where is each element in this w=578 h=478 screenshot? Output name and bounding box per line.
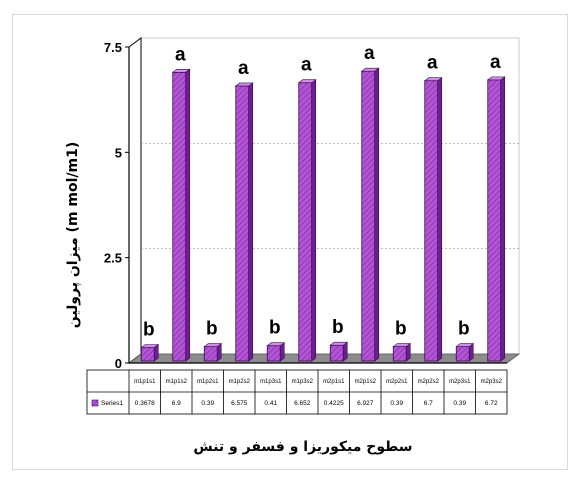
bar-top <box>297 79 317 84</box>
y-tick-label: 5 <box>115 145 122 160</box>
bar-side <box>248 82 254 362</box>
bar <box>203 342 223 362</box>
bar-top <box>360 67 380 72</box>
bars <box>140 67 506 362</box>
bar-front <box>203 346 218 362</box>
bar-side <box>500 76 506 362</box>
back-wall <box>140 37 520 355</box>
bar-top <box>392 343 412 347</box>
side-wall <box>128 37 142 364</box>
bar-front <box>266 345 281 362</box>
x-tick-label: m1p1s1 <box>134 379 156 385</box>
data-label: 6.72 <box>485 400 498 407</box>
bar-side <box>311 79 317 362</box>
y-axis-label: میزان پرولین (m mol/m1) <box>65 142 81 329</box>
bar <box>329 341 349 362</box>
data-label: 6.652 <box>294 400 311 407</box>
bar-top <box>140 344 160 348</box>
bar-front <box>392 346 407 362</box>
data-table: m1p1s1 m1p1s2 m1p2s1 m1p2s2 m1p3s1 m1p3s2 m2p1… <box>86 369 508 415</box>
significance-letter: b <box>458 319 470 340</box>
data-label: 6.575 <box>231 400 248 407</box>
proline-bar-chart: 0 2.5 5 7.5 b a b a b a b a b a b a m1p1s1 m1p1s2 m1p2s1… <box>65 37 521 455</box>
bar-top <box>171 68 191 73</box>
data-label: 0.4225 <box>324 400 344 407</box>
bar-front <box>329 344 344 362</box>
significance-letter: b <box>395 319 407 340</box>
data-label: 0.3678 <box>135 400 155 407</box>
y-tick-label: 0 <box>115 356 122 371</box>
bar <box>392 342 412 362</box>
bar <box>234 82 254 362</box>
data-label: 0.41 <box>264 400 277 407</box>
bar <box>171 68 191 362</box>
bar-front <box>298 82 313 362</box>
bar <box>266 342 286 362</box>
bar <box>486 76 506 362</box>
data-label: 0.39 <box>390 400 403 407</box>
bar-top <box>203 343 223 347</box>
significance-letter: b <box>269 318 281 339</box>
x-tick-label: m2p3s1 <box>449 379 471 385</box>
x-tick-label: m2p2s2 <box>418 379 440 385</box>
bar-front <box>235 85 250 362</box>
x-axis-label: سطوح میکوریزا و فسفر و تنش <box>193 439 412 455</box>
data-label: 6.927 <box>357 400 374 407</box>
data-label: 6.7 <box>424 400 433 407</box>
bar-top <box>329 341 349 346</box>
chart-walls <box>127 37 521 364</box>
bar-side <box>185 68 191 362</box>
bar-front <box>455 346 470 362</box>
bar-top <box>455 343 475 347</box>
bar <box>140 343 160 362</box>
bar-top <box>234 82 254 87</box>
x-tick-label: m2p2s1 <box>386 379 408 385</box>
significance-letter: b <box>206 319 218 340</box>
bar-top <box>266 342 286 347</box>
x-tick-label: m2p1s1 <box>323 379 345 385</box>
legend-series-name: Series1 <box>101 400 123 407</box>
y-axis-ticks: 0 2.5 5 7.5 <box>104 40 129 371</box>
significance-letter: a <box>301 55 312 76</box>
data-label: 6.9 <box>172 400 181 407</box>
bar <box>297 79 317 362</box>
x-tick-label: m1p1s2 <box>166 379 188 385</box>
bar-side <box>437 77 443 362</box>
bar-front <box>424 80 439 362</box>
significance-letter: a <box>175 44 186 65</box>
x-tick-label: m1p2s1 <box>197 379 219 385</box>
x-tick-label: m2p3s2 <box>481 379 503 385</box>
bar-front <box>172 71 187 362</box>
bar <box>360 67 380 362</box>
x-tick-label: m2p1s2 <box>355 379 377 385</box>
x-tick-label: m1p3s2 <box>292 379 314 385</box>
x-tick-label: m1p2s2 <box>229 379 251 385</box>
bar-front <box>140 347 155 362</box>
significance-letter: a <box>427 53 438 74</box>
bar-top <box>423 77 443 82</box>
bar-front <box>361 70 376 362</box>
significance-letter: b <box>332 317 344 338</box>
bar-side <box>374 67 380 362</box>
significance-letter: b <box>143 320 155 341</box>
gridlines <box>141 143 519 249</box>
bar <box>455 342 475 362</box>
data-label: 0.39 <box>453 400 466 407</box>
significance-letter: a <box>238 58 249 79</box>
significance-letters: b a b a b a b a b a b a <box>143 43 501 340</box>
bar <box>423 77 443 362</box>
bar-front <box>487 79 502 362</box>
bar-top <box>486 76 506 81</box>
y-tick-label: 2.5 <box>104 251 122 266</box>
significance-letter: a <box>364 43 375 64</box>
x-tick-label: m1p3s1 <box>260 379 282 385</box>
data-label: 0.39 <box>201 400 214 407</box>
legend-key <box>91 399 99 407</box>
chart-frame: 0 2.5 5 7.5 b a b a b a b a b a b a m1p1s1 m1p1s2 m1p2s1… <box>12 14 568 470</box>
y-tick-label: 7.5 <box>104 40 122 55</box>
significance-letter: a <box>490 52 501 73</box>
